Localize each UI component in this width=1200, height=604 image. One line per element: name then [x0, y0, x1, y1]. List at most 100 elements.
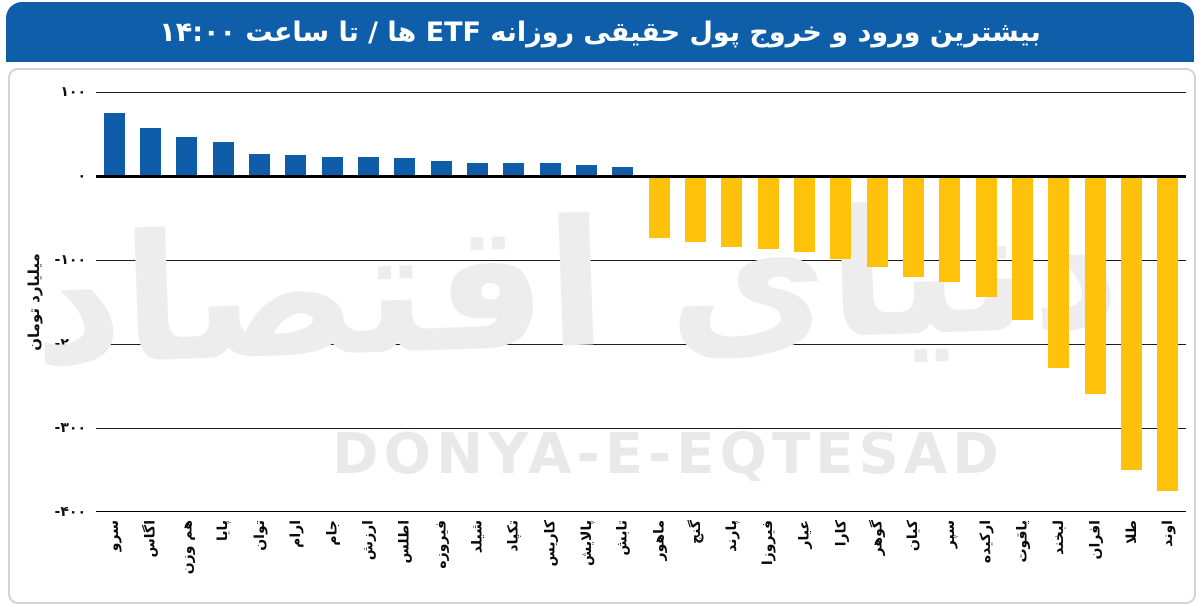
x-axis-label-slot: سپر: [932, 516, 968, 600]
x-axis-label-slot: پایا: [205, 516, 241, 600]
x-axis-label-slot: ارام: [278, 516, 314, 600]
gridline: [96, 91, 1186, 93]
gridline: [96, 343, 1186, 345]
bar: [830, 176, 852, 260]
x-axis-label: یاقوت: [1014, 520, 1031, 563]
x-axis-label: اطلس: [396, 520, 413, 564]
bar: [176, 136, 198, 176]
x-axis-label: هم وزن: [178, 520, 195, 575]
chart-header: بیشترین ورود و خروج پول حقیقی روزانه ETF…: [6, 2, 1194, 62]
x-axis-label: اگاس: [142, 520, 159, 558]
bar: [1012, 176, 1033, 321]
watermark-latin-text: DONYA-E-EQTESAD: [332, 422, 1004, 487]
gridline: [96, 259, 1186, 261]
bar: [1084, 176, 1106, 395]
x-axis-label-slot: سرو: [96, 516, 132, 600]
bar: [1157, 176, 1179, 491]
y-axis-tick: -۳۰۰: [54, 420, 86, 436]
x-axis-label-slot: هم وزن: [169, 516, 205, 600]
y-axis-tick: -۱۰۰: [54, 252, 86, 268]
y-axis-tick: ۰: [77, 168, 86, 184]
x-axis-label: ماهور: [651, 520, 668, 561]
bar: [612, 166, 634, 176]
x-axis-label: کارا: [832, 520, 849, 547]
bar: [648, 176, 670, 239]
bar: [866, 176, 888, 267]
gridline: [96, 427, 1186, 429]
x-axis-labels: سرو اگاس هم وزن پایا توان ارام جام ارزش اطلس فیرو…: [96, 516, 1186, 600]
bar: [903, 176, 924, 277]
x-axis-label-slot: پارند: [714, 516, 750, 600]
bar: [721, 176, 743, 247]
x-axis-label-slot: کاریس: [532, 516, 568, 600]
bar: [539, 163, 561, 176]
x-axis-label-slot: گنج: [677, 516, 713, 600]
x-axis-label: گوهر: [869, 520, 886, 556]
y-axis-tick: ۱۰۰: [60, 84, 86, 100]
x-axis-label: سپر: [941, 520, 958, 549]
x-axis-label-slot: اوند: [1150, 516, 1186, 600]
bar: [140, 128, 161, 176]
x-axis-label: سرو: [106, 520, 123, 552]
x-axis-label-slot: ارزش: [350, 516, 386, 600]
x-axis-label: گنج: [687, 520, 704, 544]
bar: [285, 155, 307, 176]
x-axis-label: ارکیده: [978, 520, 995, 564]
x-axis-label-slot: لبخند: [1041, 516, 1077, 600]
bar: [757, 176, 779, 250]
x-axis-label-slot: طلا: [1113, 516, 1149, 600]
x-axis-label-slot: فیروزا: [750, 516, 786, 600]
x-axis-label-slot: افران: [1077, 516, 1113, 600]
bar: [503, 162, 525, 176]
x-axis-label: ارام: [287, 520, 304, 548]
x-axis-label: پارند: [723, 520, 740, 552]
bar: [1048, 176, 1070, 369]
bar: [358, 156, 379, 176]
bar: [685, 176, 706, 243]
x-axis-label: فیروزه: [433, 520, 450, 569]
bar: [430, 160, 452, 176]
x-axis-label: تکپاد: [505, 520, 522, 552]
x-axis-label: فیروزا: [760, 520, 777, 566]
x-axis-label-slot: یاقوت: [1004, 516, 1040, 600]
bar: [249, 154, 270, 176]
x-axis-label-slot: تکپاد: [496, 516, 532, 600]
x-axis-label: لبخند: [1050, 520, 1067, 555]
x-axis-label-slot: اگاس: [132, 516, 168, 600]
x-axis-label: جام: [324, 520, 341, 546]
bar: [394, 157, 416, 176]
x-axis-label: تابش: [614, 520, 631, 556]
x-axis-label: کاریس: [542, 520, 559, 567]
bar: [794, 176, 815, 252]
x-axis-label-slot: فیروزه: [423, 516, 459, 600]
bottom-axis-line: [96, 511, 1186, 512]
x-axis-label-slot: توان: [241, 516, 277, 600]
x-axis-label: توان: [251, 520, 268, 551]
y-axis-tick: -۴۰۰: [54, 504, 86, 520]
plot-area: [96, 91, 1186, 512]
x-axis-label-slot: تابش: [605, 516, 641, 600]
y-axis-tick: -۲۰۰: [54, 336, 86, 352]
x-axis-label-slot: شیلد: [459, 516, 495, 600]
x-axis-label-slot: کارا: [823, 516, 859, 600]
x-axis-label-slot: جام: [314, 516, 350, 600]
bar: [576, 165, 597, 176]
x-axis-label-slot: کیان: [895, 516, 931, 600]
chart-card: دنیای اقتصاد DONYA-E-EQTESAD میلیارد توم…: [8, 68, 1196, 604]
x-axis-label-slot: گوهر: [859, 516, 895, 600]
bar: [1121, 176, 1142, 470]
zero-axis-line: [96, 175, 1186, 178]
x-axis-label: افران: [1087, 520, 1104, 560]
x-axis-label-slot: پالایش: [568, 516, 604, 600]
x-axis-label-slot: ارکیده: [968, 516, 1004, 600]
x-axis-label: پایا: [215, 520, 232, 542]
x-axis-label: کیان: [905, 520, 922, 552]
x-axis-label: شیلد: [469, 520, 486, 554]
bar: [467, 162, 488, 176]
x-axis-label: طلا: [1123, 520, 1140, 544]
x-axis-label: عیار: [796, 520, 813, 549]
x-axis-label-slot: عیار: [786, 516, 822, 600]
bar: [975, 176, 997, 297]
x-axis-label: ارزش: [360, 520, 377, 561]
bar: [212, 142, 234, 176]
